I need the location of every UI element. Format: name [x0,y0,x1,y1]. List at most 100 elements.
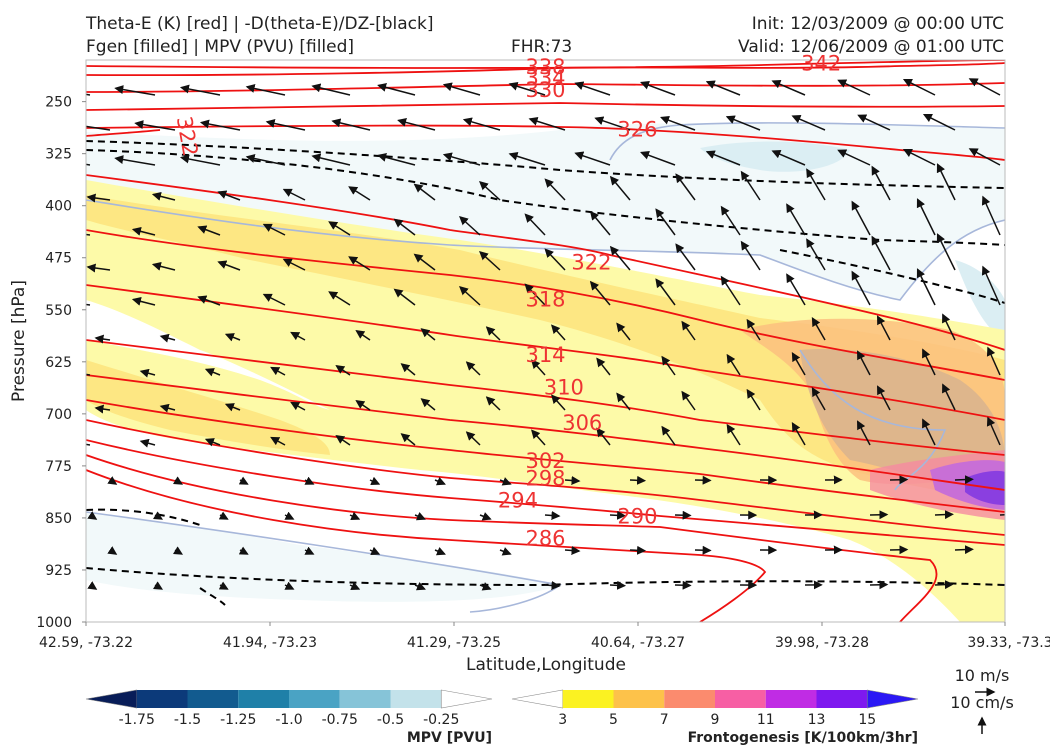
colorbar-tick-label: 9 [711,712,720,728]
wind-arrow [172,476,184,485]
wind-arrow [629,545,647,555]
wind-arrow [462,117,501,131]
wind-arrow [204,438,221,447]
wind-arrow [204,368,221,377]
wind-arrow [528,116,566,131]
wind-arrow [485,396,501,411]
wind-arrow [720,275,741,306]
wind-arrow [986,346,1001,376]
wind-arrow [479,582,492,591]
wind-arrow [954,475,974,485]
theta-e-322-left [86,129,161,137]
wind-arrow [544,248,566,271]
wind-arrow [152,511,164,520]
colorbar-swatch [816,690,868,708]
wind-arrow [152,581,164,590]
wind-arrow [87,511,98,520]
y-tick-label: 250 [45,95,72,111]
wind-arrow [725,115,761,131]
wind-arrow [791,352,806,376]
colorbar-swatch [238,690,289,708]
wind-arrow [290,401,306,411]
wind-arrow [355,400,371,411]
theta-e-label: 310 [544,375,584,399]
svg-text:298: 298 [525,466,565,490]
y-tick-label: 325 [45,147,72,163]
wind-arrow [311,153,351,166]
colorbar-swatch [440,689,493,709]
stability-lower [86,567,1005,587]
wind-arrow [916,268,936,306]
wind-arrow [114,155,156,166]
theta-e-label: 290 [617,505,657,529]
svg-text:310: 310 [544,375,584,399]
wind-arrow [393,218,416,236]
theta-e-338 [86,62,1005,77]
theta-e-label: 326 [617,117,657,141]
wind-arrow [355,330,371,341]
y-tick-label: 625 [45,355,72,371]
wind-arrow [609,175,631,201]
wind-arrow [238,546,249,555]
wind-arrow [791,422,806,446]
stability-low-tail [199,587,226,606]
stability-upper [86,140,1005,189]
y-tick-label: 700 [45,407,72,423]
wind-barbs [86,78,1005,591]
title-line1: Theta-E (K) [red] | -D(theta-E)/DZ-[blac… [86,14,434,34]
wind-arrow [86,125,111,131]
wind-arrow [999,583,1005,586]
theta-e-label: 342 [801,51,841,75]
wind-arrow [377,152,416,166]
wind-arrow [197,295,221,306]
wind-arrow [871,235,891,271]
wind-arrow [218,581,229,590]
x-axis-label: Latitude,Longitude [466,655,626,675]
wind-arrow [936,163,956,201]
wind-arrow [465,431,481,446]
wind-arrow [270,436,286,446]
wind-arrow [479,180,501,201]
svg-text:338: 338 [525,55,565,79]
wind-arrow [934,510,954,520]
wind-arrow [806,238,826,271]
wind-arrow [726,423,741,446]
wind-arrow [661,425,676,446]
wind-arrow [857,420,871,446]
wind-arrow [681,390,696,411]
wind-arrow [282,258,306,271]
wind-arrow [199,119,241,131]
wind-arrow [550,324,566,341]
wind-arrow [746,388,761,411]
wind-arrow [640,150,676,166]
colorbar-swatch [866,689,919,709]
wind-arrow [284,511,295,520]
wind-arrow [640,80,676,96]
wind-arrow [224,333,241,342]
colorbar-tick-label: -1.25 [220,712,256,728]
y-tick-label: 400 [45,199,72,215]
wind-arrow [609,245,631,271]
x-tick-label: 42.59, -73.22 [39,635,133,651]
valid-time: Valid: 12/06/2009 @ 01:00 UTC [738,37,1004,57]
colorbar-tick-label: -1.5 [174,712,201,728]
wind-arrow [981,265,1001,306]
wind-arrow [413,183,436,201]
wind-arrow [922,418,936,446]
theta-e-310 [86,339,1005,456]
wind-arrow [397,117,436,131]
wind-arrow [596,427,611,446]
wind-arrow [414,581,426,591]
colorbar-tick-label: -1.0 [275,712,302,728]
wind-arrow [270,366,286,376]
theta-e-labels: 3423383343303263223223183143103063022982… [172,51,841,550]
wind-arrow [877,385,891,411]
theta-e-label: 334 [525,66,565,90]
stability-middle [86,149,1005,246]
init-time: Init: 12/03/2009 @ 00:00 UTC [751,14,1004,34]
wind-arrow [224,403,241,412]
wind-arrow [934,580,954,590]
wind-arrow [746,318,761,341]
wind-arrow [218,511,229,520]
wind-arrow [508,151,546,166]
